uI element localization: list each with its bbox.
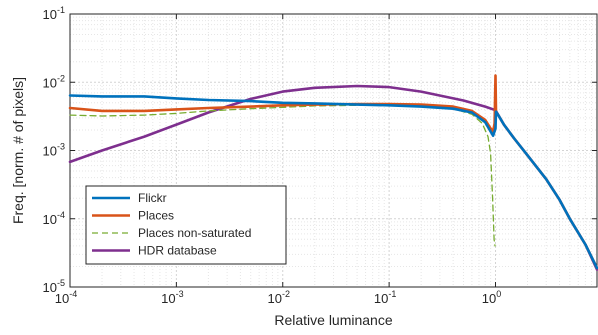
y-tick-label: 10-3 [43,142,65,159]
y-axis-title: Freq. [norm. # of pixels] [10,77,26,224]
x-tick-label: 10-4 [55,289,77,306]
y-tick-label: 10-4 [43,210,65,227]
legend-label: Places non-saturated [138,226,251,240]
legend: Flickr Places Places non-saturated HDR data… [85,185,287,265]
ticks-layer [69,13,597,288]
series-layer [68,74,598,271]
legend-label: Places [138,209,174,223]
y-tick-label: 10-5 [43,278,65,295]
series-line-flickr [68,94,598,270]
legend-label: Flickr [138,191,167,205]
y-tick-label: 10-2 [43,73,65,90]
x-axis-title: Relative luminance [274,312,392,328]
x-tick-label: 100 [482,289,501,306]
x-tick-label: 10-2 [268,289,290,306]
x-tick-label: 10-1 [374,289,396,306]
legend-label: HDR database [138,244,217,258]
y-tick-labels: 10-5 10-4 10-3 10-2 10-1 [43,5,65,295]
x-tick-label: 10-3 [161,289,183,306]
y-tick-label: 10-1 [43,5,65,22]
x-tick-labels: 10-4 10-3 10-2 10-1 100 [55,289,501,306]
